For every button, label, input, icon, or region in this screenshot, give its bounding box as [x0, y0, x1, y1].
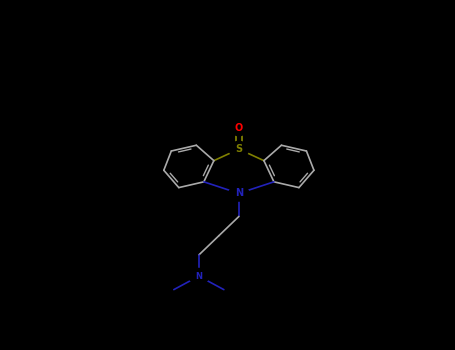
Circle shape	[229, 120, 249, 135]
Text: N: N	[195, 272, 202, 281]
Text: O: O	[235, 123, 243, 133]
Text: S: S	[235, 144, 243, 154]
Text: N: N	[235, 188, 243, 198]
Circle shape	[229, 186, 249, 201]
Circle shape	[229, 141, 249, 157]
Circle shape	[189, 268, 209, 284]
